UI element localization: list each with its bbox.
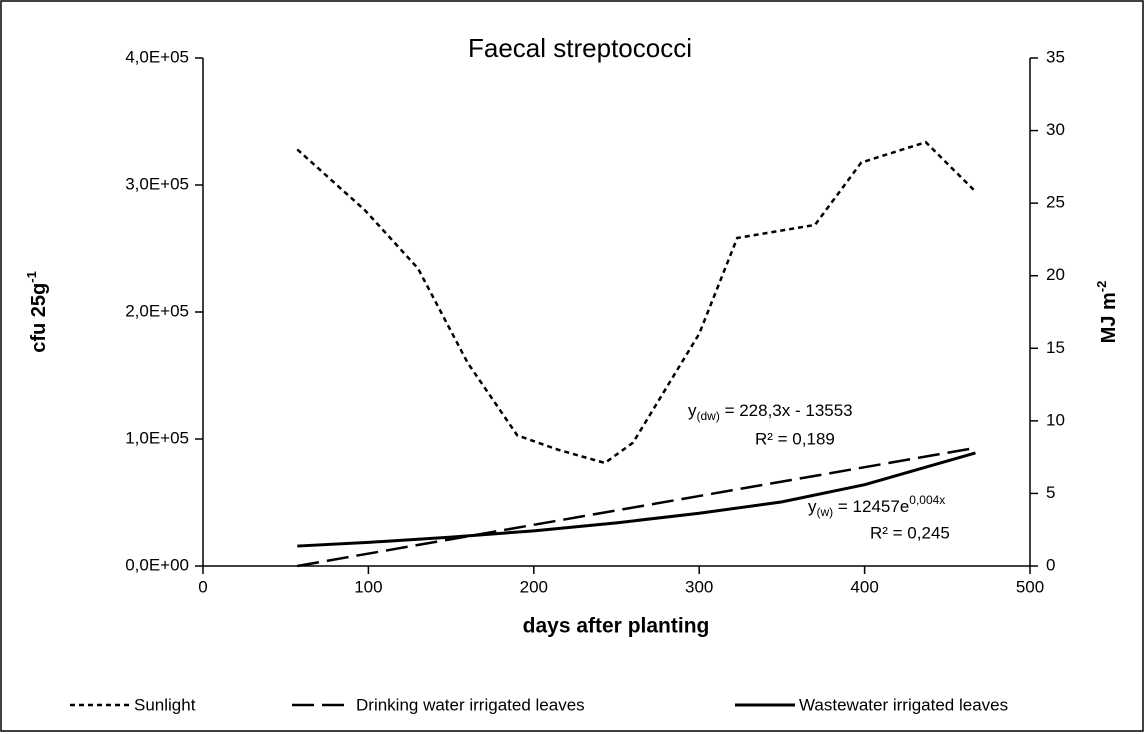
y-tick-label: 1,0E+05: [125, 428, 189, 447]
y2-tick-label: 0: [1046, 555, 1055, 574]
ann-eq: = 228,3x - 13553: [720, 401, 853, 420]
x-axis-label: days after planting: [523, 615, 710, 638]
annotation: y(w) = 12457e0,004x: [808, 493, 945, 519]
y-axis-label: cfu 25g-1: [24, 271, 50, 353]
annotation: y(dw) = 228,3x - 13553: [688, 401, 853, 423]
series-line: [296, 140, 977, 465]
y2-tick-label: 10: [1046, 410, 1065, 429]
y-tick-label: 4,0E+05: [125, 47, 189, 66]
y2-tick-label: 15: [1046, 338, 1065, 357]
y-tick-label: 2,0E+05: [125, 301, 189, 320]
y-tick-label: 0,0E+00: [125, 555, 189, 574]
y2-tick-label: 30: [1046, 120, 1065, 139]
chart-title: Faecal streptococci: [468, 33, 692, 63]
x-tick-label: 200: [520, 577, 548, 596]
y-tick-label: 3,0E+05: [125, 174, 189, 193]
y2-label-text: MJ m: [1098, 292, 1120, 343]
x-tick-label: 500: [1016, 577, 1044, 596]
y-label-text: cfu 25g: [28, 283, 50, 353]
x-tick-label: 100: [354, 577, 382, 596]
y2-label-sup: -2: [1094, 281, 1109, 293]
ann-sub: (dw): [697, 409, 720, 423]
legend-label: Drinking water irrigated leaves: [356, 695, 585, 714]
legend-label: Sunlight: [134, 695, 196, 714]
series-line: [297, 451, 976, 548]
ann-y: y: [808, 497, 817, 516]
y2-tick-label: 20: [1046, 265, 1065, 284]
legend-label: Wastewater irrigated leaves: [799, 695, 1008, 714]
ann-sup: 0,004x: [909, 493, 945, 507]
annotation: R² = 0,245: [870, 523, 950, 542]
series-line: [297, 446, 976, 568]
annotation: R² = 0,189: [755, 429, 835, 448]
x-tick-label: 300: [685, 577, 713, 596]
ann-y: y: [688, 401, 697, 420]
y2-tick-label: 35: [1046, 47, 1065, 66]
y2-axis-label: MJ m-2: [1094, 281, 1120, 344]
ann-eq: = 12457e: [833, 497, 909, 516]
ann-sub: (w): [817, 505, 834, 519]
y-label-sup: -1: [24, 271, 39, 283]
y2-tick-label: 25: [1046, 193, 1065, 212]
x-tick-label: 400: [850, 577, 878, 596]
x-tick-label: 0: [198, 577, 207, 596]
y2-tick-label: 5: [1046, 483, 1055, 502]
